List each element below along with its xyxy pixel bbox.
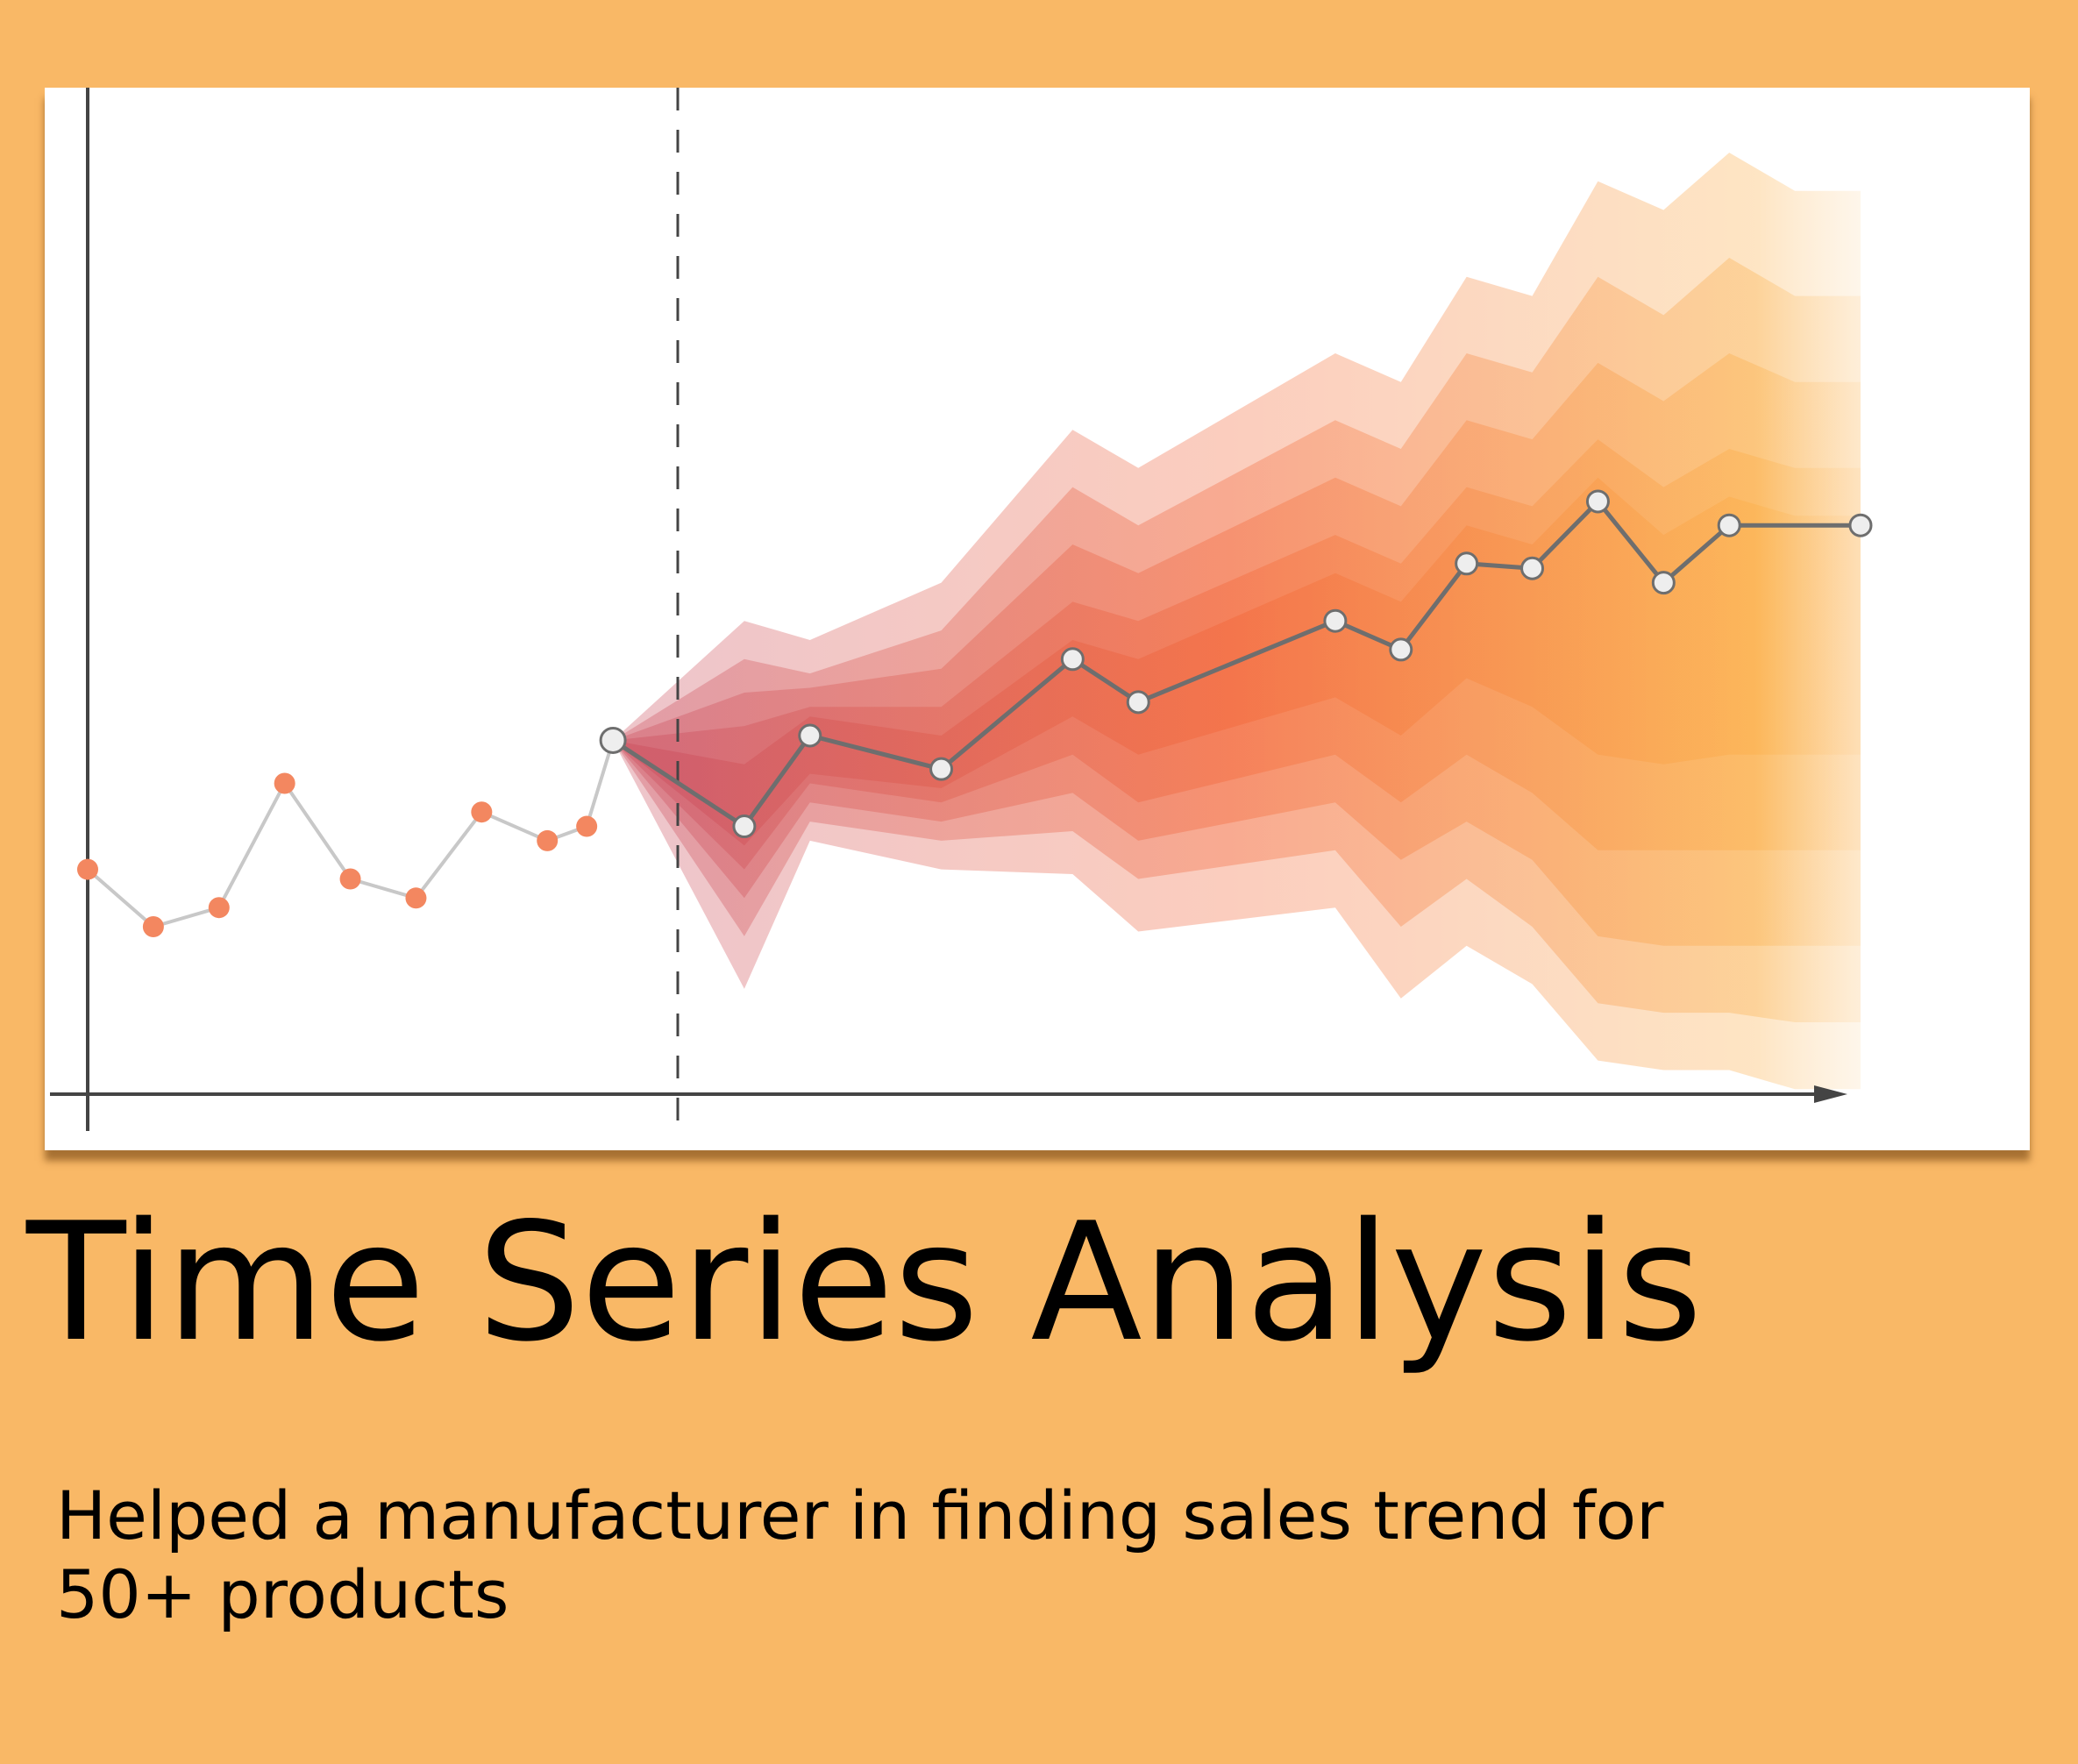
history-point (77, 858, 98, 880)
forecast-line (611, 499, 1861, 829)
forecast-point (732, 814, 757, 839)
history-point (339, 868, 361, 890)
history-point (274, 772, 295, 794)
forecast-point (929, 757, 954, 781)
forecast-point (1651, 571, 1676, 595)
forecast-point (1126, 690, 1150, 715)
history-point (208, 897, 230, 919)
description-line: 50+ products (56, 1555, 509, 1633)
page-title: Time Series Analysis (26, 1187, 1703, 1377)
forecast-point (1389, 637, 1413, 662)
fade-overlay (1754, 88, 2030, 1150)
description-line: Helped a manufacturer in finding sales t… (56, 1476, 1664, 1554)
history-point (405, 887, 427, 909)
series-lines (86, 499, 1861, 928)
forecast-point (1520, 556, 1545, 580)
forecast-bands (613, 153, 1861, 1090)
x-axis-arrowhead (1814, 1085, 1847, 1103)
description: Helped a manufacturer in finding sales t… (56, 1476, 1897, 1634)
forecast-point (1455, 551, 1479, 576)
forecast-point (1848, 513, 1873, 537)
forecast-point (1717, 513, 1741, 537)
history-point (142, 916, 164, 937)
history-point (576, 815, 598, 837)
history-point (537, 829, 559, 851)
forecast-point (599, 726, 627, 754)
chart-panel (45, 88, 2030, 1150)
forecast-point (1060, 647, 1085, 672)
forecast-point (1323, 608, 1348, 633)
forecast-point (1585, 489, 1610, 514)
forecast-point (798, 723, 822, 748)
forecast-chart (50, 88, 2030, 1150)
series-points (77, 489, 1873, 937)
history-line (86, 739, 616, 928)
history-point (471, 801, 493, 823)
